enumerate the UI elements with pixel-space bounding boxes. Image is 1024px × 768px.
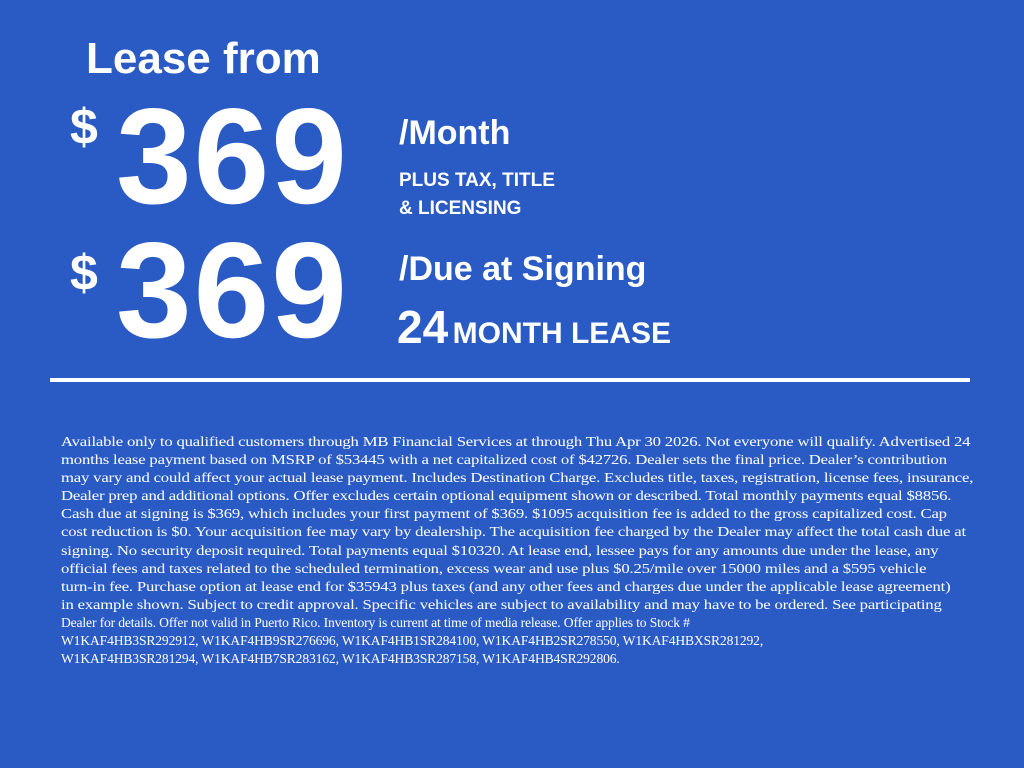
- disclaimer-line: turn-in fee. Purchase option at lease en…: [61, 578, 951, 594]
- disclaimer-line: official fees and taxes related to the s…: [61, 560, 927, 576]
- disclaimer-line: may vary and could affect your actual le…: [61, 470, 974, 486]
- tax-note-line-1: PLUS TAX, TITLE: [399, 170, 555, 191]
- monthly-price: 369: [116, 80, 349, 232]
- lease-from-heading: Lease from: [86, 34, 321, 83]
- disclaimer-line: W1KAF4HB3SR292912, W1KAF4HB9SR276696, W1…: [61, 633, 764, 649]
- disclaimer-line: W1KAF4HB3SR281294, W1KAF4HB7SR283162, W1…: [61, 651, 620, 667]
- monthly-label: /Month: [399, 114, 511, 152]
- signing-currency-symbol: $: [70, 245, 98, 301]
- tax-note-line-2: & LICENSING: [399, 198, 522, 219]
- monthly-currency-symbol: $: [70, 99, 98, 155]
- tax-note: PLUS TAX, TITLE & LICENSING: [399, 167, 555, 223]
- disclaimer-line: in example shown. Subject to credit appr…: [61, 596, 942, 612]
- disclaimer-line: months lease payment based on MSRP of $5…: [61, 452, 947, 468]
- lease-term-months: 24: [397, 301, 449, 353]
- disclaimer-line: signing. No security deposit required. T…: [61, 542, 939, 558]
- due-at-signing-price: 369: [116, 214, 349, 366]
- disclaimer-line: Available only to qualified customers th…: [61, 434, 971, 449]
- disclaimer: Available only to qualified customers th…: [61, 433, 973, 668]
- due-at-signing-label: /Due at Signing: [399, 250, 647, 288]
- disclaimer-line: Dealer prep and additional options. Offe…: [61, 488, 952, 504]
- disclaimer-line: Dealer for details. Offer not valid in P…: [61, 614, 690, 630]
- lease-term: 24 MONTH LEASE: [397, 300, 671, 354]
- disclaimer-line: Cash due at signing is $369, which inclu…: [61, 506, 947, 522]
- divider: [50, 378, 970, 382]
- lease-term-label: MONTH LEASE: [452, 317, 671, 350]
- disclaimer-line: cost reduction is $0. Your acquisition f…: [61, 524, 966, 540]
